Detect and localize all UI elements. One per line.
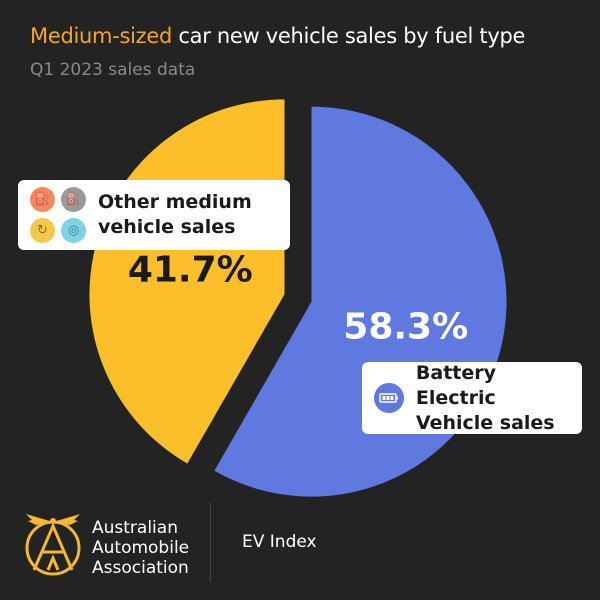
legend-other-line1: Other medium (98, 191, 252, 213)
org-name-line1: Australian (92, 518, 178, 538)
org-name-line2: Automobile (92, 538, 190, 558)
ev-index-label: EV Index (242, 532, 317, 552)
legend-bev: Battery Electric Vehicle sales (362, 362, 582, 434)
battery-icon (374, 383, 404, 413)
petrol-icon: ⛽ (30, 187, 55, 212)
footer-divider (210, 502, 211, 582)
hybrid-icon: ↻ (30, 218, 55, 243)
chart-title: Medium-sized car new vehicle sales by fu… (30, 24, 525, 48)
fuel-icons: ⛽ ⛽ ↻ ◎ (30, 187, 86, 243)
aaa-logo (22, 508, 84, 582)
legend-bev-label: Battery Electric Vehicle sales (416, 361, 582, 436)
legend-bev-line2: Vehicle sales (415, 411, 555, 434)
pie-label-1: 41.7% (128, 249, 253, 290)
org-name-line3: Association (92, 558, 189, 578)
title-rest: car new vehicle sales by fuel type (172, 24, 526, 48)
org-name: Australian Automobile Association (92, 518, 189, 578)
pie-label-0: 58.3% (343, 307, 468, 348)
plug-in-hybrid-icon: ◎ (61, 218, 86, 243)
diesel-icon: ⛽ (61, 187, 86, 212)
legend-other-line2: vehicle sales (98, 216, 236, 238)
legend-bev-line1: Battery Electric (415, 361, 497, 409)
chart-subtitle: Q1 2023 sales data (30, 60, 196, 80)
legend-other: ⛽ ⛽ ↻ ◎ Other medium vehicle sales (18, 180, 290, 250)
title-accent: Medium-sized (30, 24, 172, 48)
legend-other-label: Other medium vehicle sales (98, 190, 252, 240)
